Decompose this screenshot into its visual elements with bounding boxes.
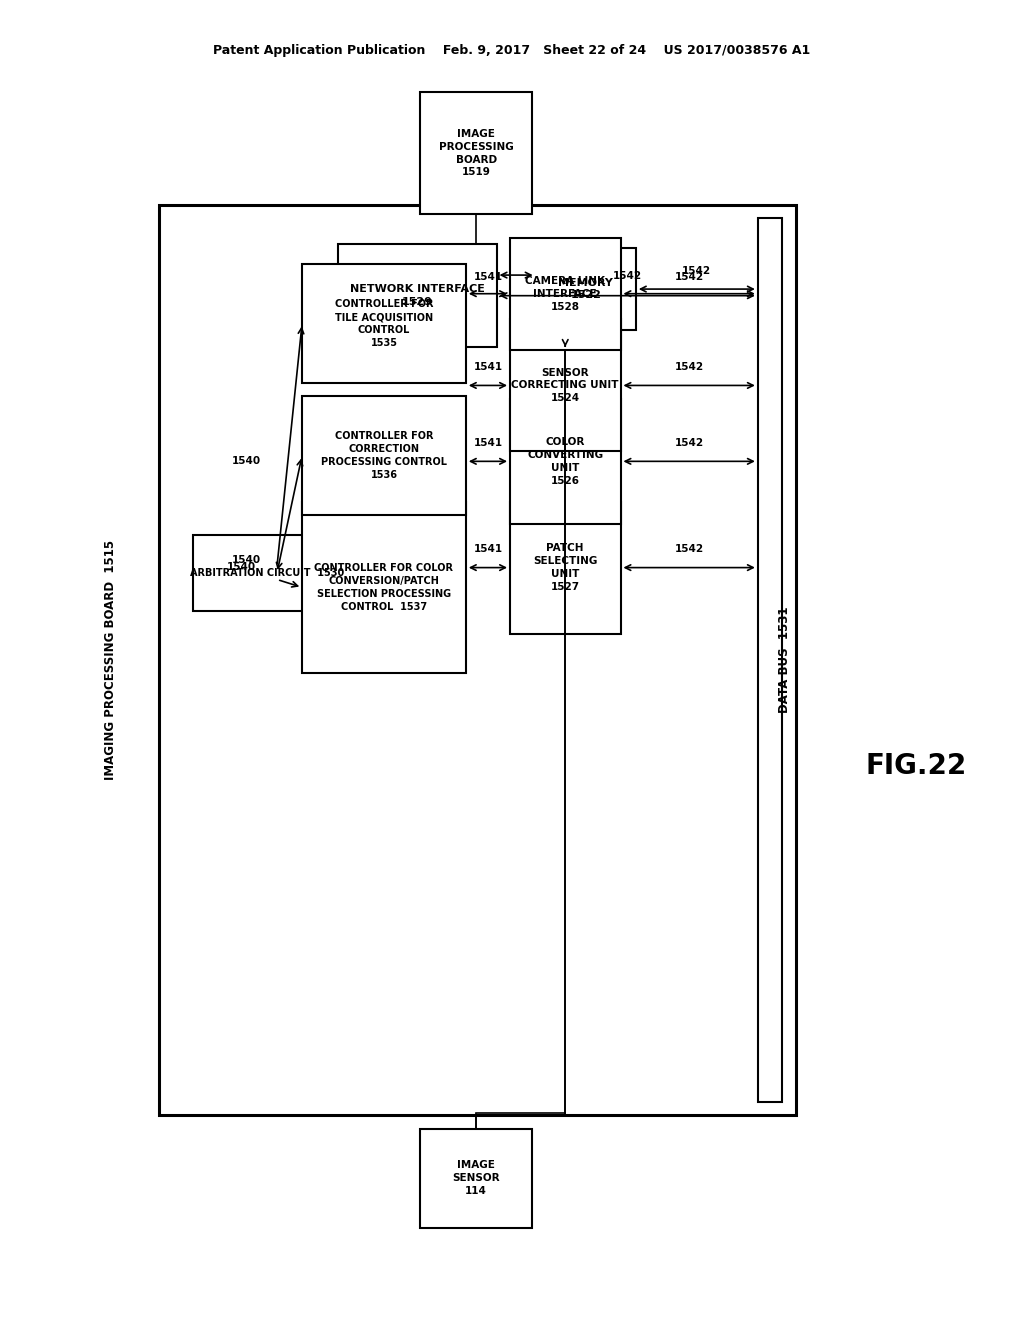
Text: CONTROLLER FOR
CORRECTION
PROCESSING CONTROL
1536: CONTROLLER FOR CORRECTION PROCESSING CON… <box>321 432 447 479</box>
Text: 1540: 1540 <box>231 457 261 466</box>
Text: Patent Application Publication    Feb. 9, 2017   Sheet 22 of 24    US 2017/00385: Patent Application Publication Feb. 9, 2… <box>213 44 811 57</box>
Bar <box>302 396 466 515</box>
Text: SENSOR
CORRECTING UNIT
1524: SENSOR CORRECTING UNIT 1524 <box>512 368 618 403</box>
Text: 1542: 1542 <box>675 438 703 447</box>
Text: MEMORY
1522: MEMORY 1522 <box>558 277 613 301</box>
Text: 1542: 1542 <box>675 362 703 372</box>
Bar <box>510 238 621 350</box>
Text: 1540: 1540 <box>231 554 261 565</box>
Text: 1541: 1541 <box>473 362 503 372</box>
Text: 1542: 1542 <box>682 265 712 276</box>
Text: DATA BUS  1531: DATA BUS 1531 <box>778 607 791 713</box>
Text: COLOR
CONVERTING
UNIT
1526: COLOR CONVERTING UNIT 1526 <box>527 437 603 486</box>
Text: CONTROLLER FOR COLOR
CONVERSION/PATCH
SELECTION PROCESSING
CONTROL  1537: CONTROLLER FOR COLOR CONVERSION/PATCH SE… <box>314 564 454 611</box>
Text: CAMERA LINK
INTERFACE
1528: CAMERA LINK INTERFACE 1528 <box>525 276 605 312</box>
Bar <box>758 218 782 1102</box>
Bar <box>159 205 796 1115</box>
Text: IMAGE
PROCESSING
BOARD
1519: IMAGE PROCESSING BOARD 1519 <box>439 129 513 177</box>
Text: 1542: 1542 <box>612 271 642 281</box>
Bar <box>510 319 621 451</box>
Text: 1540: 1540 <box>226 562 256 572</box>
Text: 1541: 1541 <box>473 544 503 554</box>
Bar <box>420 92 532 214</box>
Text: CONTROLLER FOR
TILE ACQUISITION
CONTROL
1535: CONTROLLER FOR TILE ACQUISITION CONTROL … <box>335 300 433 347</box>
Bar <box>193 535 341 611</box>
Text: IMAGING PROCESSING BOARD  1515: IMAGING PROCESSING BOARD 1515 <box>104 540 117 780</box>
Bar <box>338 244 497 347</box>
Bar <box>420 1129 532 1228</box>
Text: PATCH
SELECTING
UNIT
1527: PATCH SELECTING UNIT 1527 <box>534 544 597 591</box>
Bar <box>302 502 466 673</box>
Bar <box>510 399 621 524</box>
Text: 1541: 1541 <box>473 272 503 281</box>
Text: 1542: 1542 <box>675 272 703 281</box>
Bar <box>302 264 466 383</box>
Text: IMAGE
SENSOR
114: IMAGE SENSOR 114 <box>453 1160 500 1196</box>
Text: FIG.22: FIG.22 <box>865 751 967 780</box>
Text: 1542: 1542 <box>675 544 703 554</box>
Text: 1541: 1541 <box>473 438 503 447</box>
Bar <box>510 502 621 634</box>
Bar <box>536 248 636 330</box>
Text: ARBITRATION CIRCUIT  1530: ARBITRATION CIRCUIT 1530 <box>189 568 344 578</box>
Text: NETWORK INTERFACE
1529: NETWORK INTERFACE 1529 <box>350 284 484 308</box>
